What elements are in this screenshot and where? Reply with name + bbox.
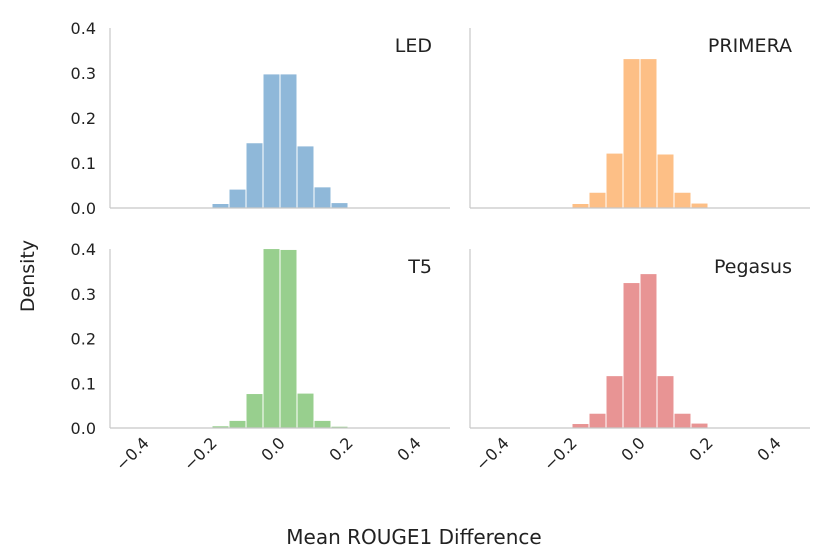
y-tick-label: 0.2 xyxy=(71,330,96,349)
histogram-bar xyxy=(571,203,590,209)
histogram-bar xyxy=(330,202,349,209)
x-tick-label: −0.4 xyxy=(472,433,513,474)
histogram-bar xyxy=(313,419,332,429)
x-tick-label: 0.0 xyxy=(257,433,288,464)
y-tick-label: 0.3 xyxy=(71,285,96,304)
x-tick-label: 0.4 xyxy=(393,433,424,464)
panel-primera: PRIMERA xyxy=(469,28,810,209)
y-tick-label: 0.3 xyxy=(71,64,96,83)
histogram-bar xyxy=(245,393,264,429)
histogram-bar xyxy=(690,202,709,209)
x-tick-label: 0.0 xyxy=(617,433,648,464)
histogram-bar xyxy=(296,145,315,209)
y-tick-label: 0.4 xyxy=(71,240,96,259)
histogram-bar xyxy=(313,186,332,209)
histogram-bar xyxy=(673,191,692,209)
histogram-bar xyxy=(262,248,281,429)
histogram-bar xyxy=(656,375,675,429)
x-tick-label: −0.2 xyxy=(180,433,221,474)
histogram-bar xyxy=(605,152,624,209)
histogram-bar xyxy=(588,412,607,429)
x-tick-label: 0.2 xyxy=(325,433,356,464)
panel-title: PRIMERA xyxy=(708,35,792,57)
y-tick-label: 0.4 xyxy=(71,19,96,38)
histogram-bar xyxy=(656,153,675,209)
histogram-bar xyxy=(279,248,298,429)
x-tick-label: 0.4 xyxy=(753,433,784,464)
x-tick-label: −0.4 xyxy=(112,433,153,474)
y-tick-label: 0.2 xyxy=(71,109,96,128)
y-axis-label: Density xyxy=(17,240,39,312)
histogram-bar xyxy=(605,375,624,429)
histogram-bar xyxy=(279,73,298,209)
histogram-bar xyxy=(588,191,607,209)
panel-title: T5 xyxy=(407,256,432,278)
y-tick-label: 0.1 xyxy=(71,154,96,173)
histogram-bar xyxy=(639,273,658,429)
panel-pegasus: −0.4 −0.2 0.0 0.2 0.4 Pegasus xyxy=(469,249,810,474)
x-tick-label: 0.2 xyxy=(685,433,716,464)
histogram-bar xyxy=(690,422,709,429)
histogram-bar xyxy=(622,58,641,209)
x-axis-label: Mean ROUGE1 Difference xyxy=(286,525,541,549)
panel-led: 0.0 0.1 0.2 0.3 0.4 LED xyxy=(71,19,450,218)
histogram-bar xyxy=(262,73,281,209)
y-tick-label: 0.0 xyxy=(71,199,96,218)
panels: 0.0 0.1 0.2 0.3 0.4 LED PRIMERA 0.0 0.1 0.2 0.3 0.4… xyxy=(71,19,810,474)
panel-title: LED xyxy=(395,35,432,57)
histogram-bar xyxy=(622,282,641,429)
y-tick-label: 0.1 xyxy=(71,374,96,393)
histogram-bar xyxy=(639,58,658,209)
histogram-bar xyxy=(245,142,264,209)
histogram-bar xyxy=(211,203,230,209)
panel-title: Pegasus xyxy=(714,256,792,278)
histogram-bar xyxy=(228,419,247,429)
histogram-bar xyxy=(296,392,315,429)
y-tick-label: 0.0 xyxy=(71,419,96,438)
histogram-bar xyxy=(673,412,692,429)
x-tick-label: −0.2 xyxy=(540,433,581,474)
histogram-bar xyxy=(228,188,247,209)
histogram-bar xyxy=(571,423,590,429)
panel-t5: 0.0 0.1 0.2 0.3 0.4 −0.4 −0.2 0.0 0.2 0.4 T5 xyxy=(71,240,450,474)
